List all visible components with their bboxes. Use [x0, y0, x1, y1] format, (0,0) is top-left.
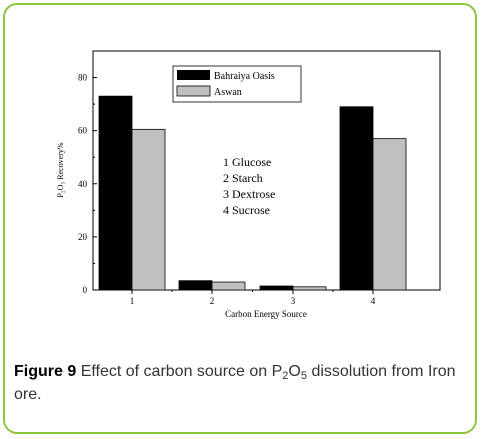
- x-axis: 1 2 3 4: [130, 290, 376, 306]
- bar-bahraiya-4: [339, 106, 374, 291]
- annotation-3: 3 Dextrose: [223, 187, 275, 201]
- figure-caption: Figure 9 Effect of carbon source on P2O5…: [14, 360, 464, 406]
- annotation-2: 2 Starch: [223, 171, 263, 185]
- bar-bahraiya-3: [259, 285, 294, 291]
- caption-sub-2: 2: [282, 370, 289, 382]
- x-tick-label: 4: [371, 296, 376, 306]
- caption-text-before: Effect of carbon source on P: [80, 363, 283, 380]
- annotation-1: 1 Glucose: [223, 155, 271, 169]
- legend-swatch-aswan: [176, 85, 211, 97]
- bar-aswan-1: [131, 128, 166, 291]
- x-tick-label: 2: [210, 296, 215, 306]
- bar-aswan-3: [292, 286, 327, 291]
- bar-bahraiya-2: [178, 280, 213, 291]
- annotation-4: 4 Sucrose: [223, 203, 270, 217]
- legend-label-bahraiya: Bahraiya Oasis: [214, 71, 275, 82]
- y-tick-label: 60: [78, 126, 88, 136]
- y-axis: 0 20 40 60 80: [78, 73, 97, 295]
- legend-label-aswan: Aswan: [214, 87, 242, 98]
- y-axis-label: P₂O₅ Recovery%: [56, 142, 65, 197]
- annotation-list: 1 Glucose 2 Starch 3 Dextrose 4 Sucrose: [223, 155, 275, 217]
- y-tick-label: 0: [83, 285, 88, 295]
- bar-aswan-2: [211, 281, 246, 291]
- y-tick-label: 20: [78, 232, 88, 242]
- x-tick-label: 3: [291, 296, 296, 306]
- caption-label: Figure 9: [14, 363, 77, 380]
- legend: Bahraiya Oasis Aswan: [172, 65, 302, 103]
- legend-swatch-bahraiya: [177, 70, 210, 80]
- caption-text-mid: O: [288, 363, 301, 380]
- caption-sub-5: 5: [300, 370, 307, 382]
- x-tick-label: 1: [130, 296, 135, 306]
- bar-aswan-4: [372, 138, 407, 291]
- bar-bahraiya-1: [98, 95, 133, 291]
- bars-group: [98, 95, 407, 291]
- x-axis-label: Carbon Energy Source: [225, 309, 307, 319]
- y-tick-label: 40: [78, 179, 88, 189]
- caption-text-after: dissolution from Iron ore.: [14, 363, 456, 403]
- y-tick-label: 80: [78, 73, 88, 83]
